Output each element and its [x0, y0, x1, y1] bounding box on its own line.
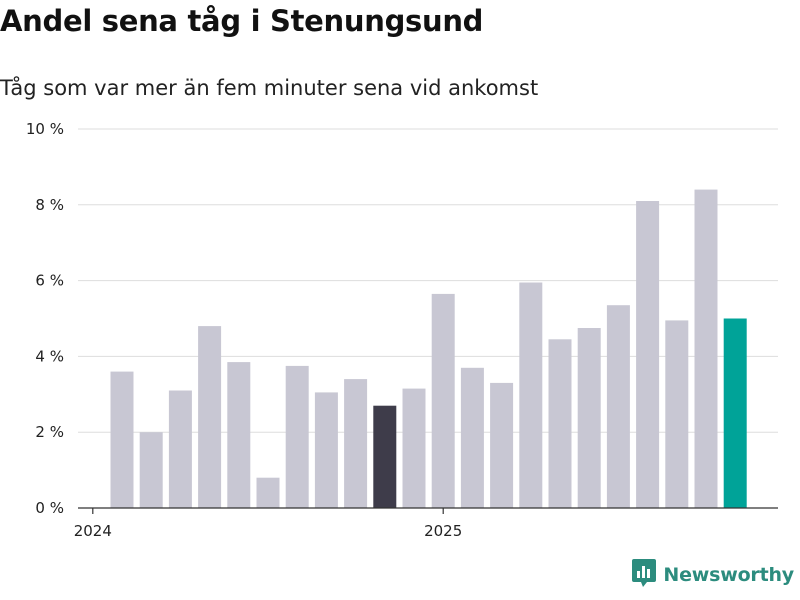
newsworthy-brand: Newsworthy: [631, 558, 794, 592]
bar-2024-02: [139, 432, 163, 508]
y-tick-label: 2 %: [35, 423, 64, 441]
y-tick-label: 8 %: [35, 196, 64, 214]
bars: [110, 189, 747, 508]
bar-2024-09: [344, 379, 368, 508]
grid-lines: [78, 128, 778, 433]
bar-2024-12: [431, 293, 455, 508]
x-tick-label: 2024: [74, 522, 112, 540]
y-axis-tick-labels: 0 % 2 % 4 % 6 % 8 % 10 %: [26, 120, 64, 517]
y-tick-label: 6 %: [35, 272, 64, 290]
y-tick-label: 10 %: [26, 120, 64, 138]
bar-2024-11: [402, 388, 426, 508]
bar-2024-10: [373, 405, 397, 508]
bar-2025-07: [636, 201, 660, 508]
bar-2024-03: [168, 390, 192, 508]
bar-2024-07: [285, 365, 309, 508]
newsworthy-logo-icon: [631, 558, 657, 592]
bar-2025-08: [665, 320, 689, 508]
bar-2024-08: [314, 392, 338, 508]
bar-2024-05: [227, 362, 251, 508]
bar-2025-03: [519, 282, 543, 508]
bar-2025-01: [460, 367, 484, 508]
x-axis-tick-labels: 2024 2025: [74, 522, 463, 540]
x-axis: [78, 507, 778, 514]
y-tick-label: 0 %: [35, 499, 64, 517]
bar-2024-06: [256, 477, 280, 508]
newsworthy-wordmark: Newsworthy: [663, 564, 794, 586]
bar-2025-04: [548, 339, 572, 508]
chart-title: Andel sena tåg i Stenungsund: [0, 4, 484, 38]
bar-2025-09: [694, 189, 718, 508]
bar-2024-01: [110, 371, 134, 508]
chart-subtitle: Tåg som var mer än fem minuter sena vid …: [0, 76, 539, 100]
x-tick-label: 2025: [424, 522, 462, 540]
bar-2025-02: [490, 382, 514, 508]
bar-2025-10: [723, 318, 747, 508]
bar-2025-05: [577, 328, 601, 508]
y-tick-label: 4 %: [35, 347, 64, 365]
bar-2025-06: [606, 305, 630, 508]
bar-2024-04: [198, 326, 222, 508]
